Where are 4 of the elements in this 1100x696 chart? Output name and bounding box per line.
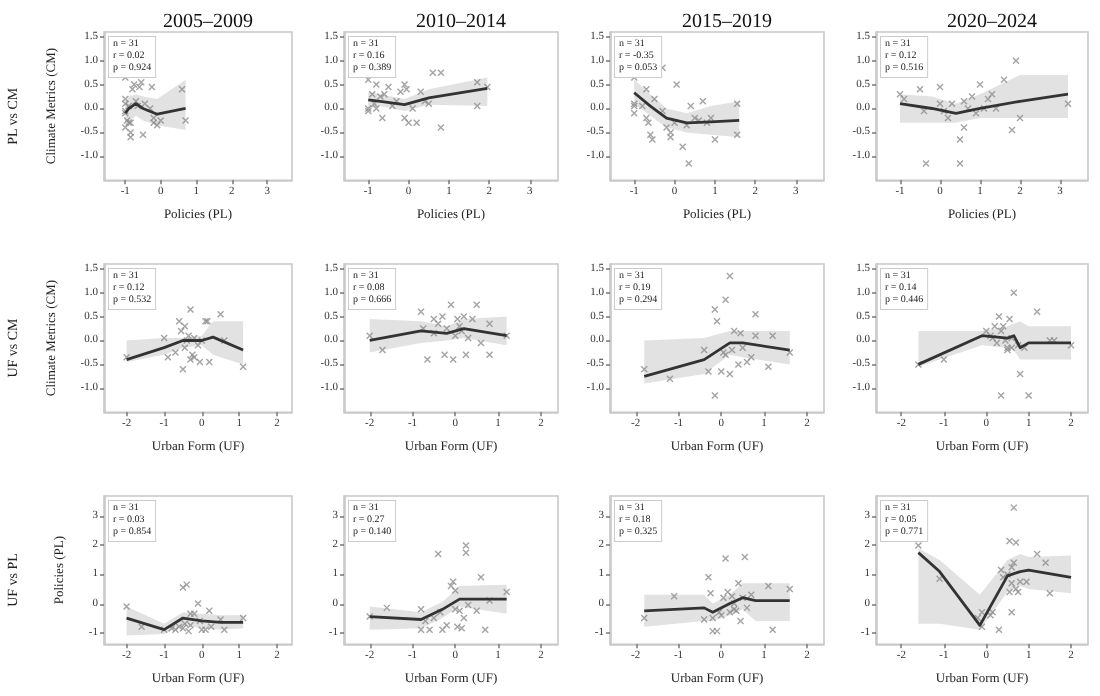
chart-title: 2010–2014 [416, 11, 506, 33]
chart-title: 2015–2019 [682, 11, 772, 33]
chart-title: 2005–2009 [163, 11, 253, 33]
chart-title: 2020–2024 [947, 11, 1037, 33]
